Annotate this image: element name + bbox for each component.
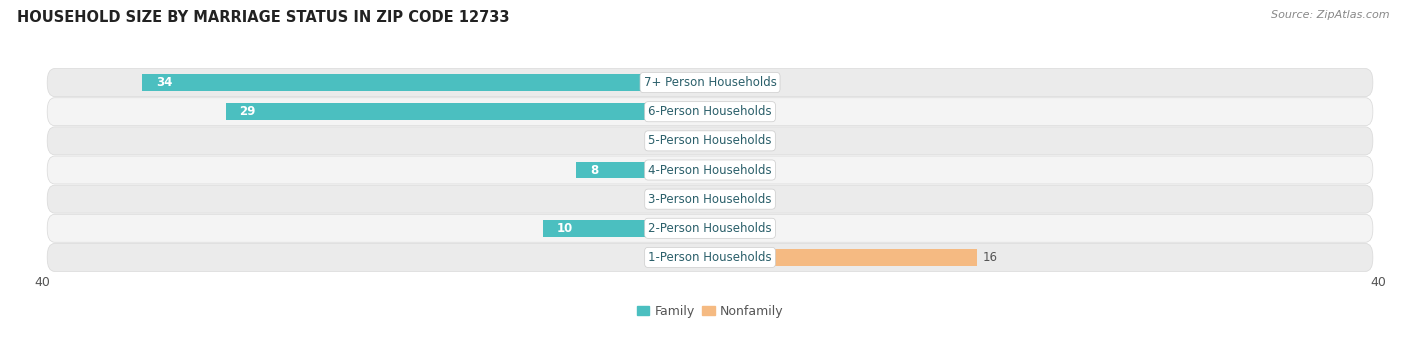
Text: 0: 0 xyxy=(648,193,655,206)
Legend: Family, Nonfamily: Family, Nonfamily xyxy=(631,300,789,323)
Bar xyxy=(710,74,761,91)
Text: 8: 8 xyxy=(589,164,598,176)
Text: 0: 0 xyxy=(765,164,772,176)
Bar xyxy=(710,103,761,120)
Bar xyxy=(659,191,710,208)
FancyBboxPatch shape xyxy=(48,127,1372,155)
Text: 34: 34 xyxy=(156,76,172,89)
Text: 4-Person Households: 4-Person Households xyxy=(648,164,772,176)
FancyBboxPatch shape xyxy=(48,185,1372,213)
Bar xyxy=(142,74,710,91)
FancyBboxPatch shape xyxy=(48,98,1372,126)
Text: 0: 0 xyxy=(765,105,772,118)
Bar xyxy=(543,220,710,237)
Bar xyxy=(659,132,710,149)
Bar xyxy=(576,162,710,178)
FancyBboxPatch shape xyxy=(48,156,1372,184)
Bar xyxy=(710,162,761,178)
Text: 0: 0 xyxy=(765,76,772,89)
Text: 6-Person Households: 6-Person Households xyxy=(648,105,772,118)
Text: 0: 0 xyxy=(765,222,772,235)
Text: 0: 0 xyxy=(648,251,655,264)
Text: 2-Person Households: 2-Person Households xyxy=(648,222,772,235)
Text: 5-Person Households: 5-Person Households xyxy=(648,134,772,147)
Text: 7+ Person Households: 7+ Person Households xyxy=(644,76,776,89)
FancyBboxPatch shape xyxy=(48,214,1372,242)
Bar xyxy=(710,249,977,266)
Text: 1-Person Households: 1-Person Households xyxy=(648,251,772,264)
Text: 0: 0 xyxy=(765,193,772,206)
Bar xyxy=(710,220,761,237)
Bar xyxy=(659,249,710,266)
Bar xyxy=(226,103,710,120)
Text: HOUSEHOLD SIZE BY MARRIAGE STATUS IN ZIP CODE 12733: HOUSEHOLD SIZE BY MARRIAGE STATUS IN ZIP… xyxy=(17,10,509,25)
Text: Source: ZipAtlas.com: Source: ZipAtlas.com xyxy=(1271,10,1389,20)
FancyBboxPatch shape xyxy=(48,243,1372,271)
Text: 16: 16 xyxy=(983,251,997,264)
Bar xyxy=(710,132,761,149)
Text: 3-Person Households: 3-Person Households xyxy=(648,193,772,206)
Text: 10: 10 xyxy=(557,222,572,235)
Text: 29: 29 xyxy=(239,105,256,118)
FancyBboxPatch shape xyxy=(48,69,1372,97)
Text: 0: 0 xyxy=(648,134,655,147)
Text: 0: 0 xyxy=(765,134,772,147)
Bar xyxy=(710,191,761,208)
